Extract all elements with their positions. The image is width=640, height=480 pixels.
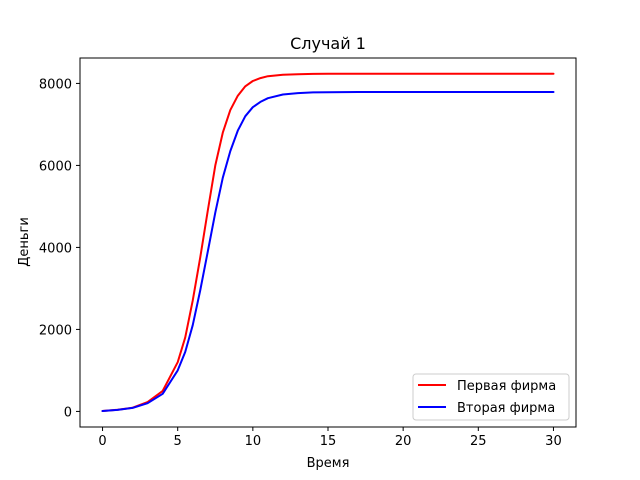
x-tick-label: 20: [395, 434, 412, 449]
y-axis: 0 2000 4000 6000 8000: [39, 77, 80, 420]
plot-area: [80, 58, 576, 427]
x-tick-label: 30: [545, 434, 562, 449]
x-tick-label: 5: [174, 434, 182, 449]
series-lines: [101, 72, 555, 412]
x-tick-label: 0: [98, 434, 106, 449]
y-tick-label: 8000: [39, 77, 72, 92]
series-line-1: [101, 91, 555, 412]
series-line-0: [101, 72, 555, 412]
x-axis-label: Время: [307, 456, 350, 471]
chart-title: Случай 1: [290, 34, 366, 53]
legend: Первая фирма Вторая фирма: [412, 373, 570, 421]
x-tick-label: 25: [470, 434, 487, 449]
y-tick-label: 6000: [39, 159, 72, 174]
y-tick-label: 4000: [39, 241, 72, 256]
legend-label-first-firm: Первая фирма: [457, 379, 556, 394]
y-axis-label: Деньги: [17, 217, 32, 267]
x-axis: 0 5 10 15 20 25 30: [98, 427, 562, 449]
x-tick-label: 15: [320, 434, 337, 449]
legend-label-second-firm: Вторая фирма: [457, 401, 555, 416]
legend-box: [412, 373, 570, 421]
y-tick-label: 2000: [39, 323, 72, 338]
x-tick-label: 10: [245, 434, 262, 449]
y-tick-label: 0: [64, 405, 72, 420]
